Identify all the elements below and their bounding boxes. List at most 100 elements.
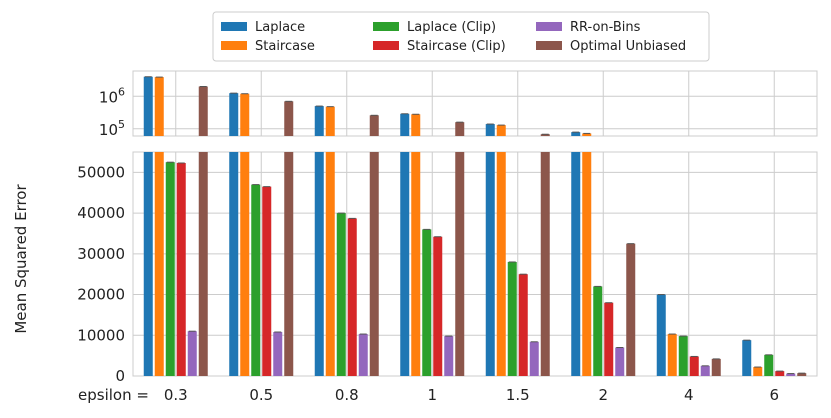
legend-swatch: [221, 41, 247, 50]
bar-upper-staircase: [154, 77, 164, 136]
bar-upper-staircase: [325, 106, 335, 136]
bar-lower-laplace: [143, 152, 153, 376]
bar-upper-optimal-unbiased: [198, 86, 208, 136]
bar-lower-laplace: [742, 340, 752, 376]
bar-upper-staircase: [496, 125, 506, 136]
bar-upper-staircase: [240, 93, 250, 136]
x-tick-label: 6: [769, 386, 779, 404]
bar-lower-optimal-unbiased: [284, 152, 294, 376]
bar-lower-staircase: [325, 152, 335, 376]
x-tick-label: 1.5: [506, 386, 530, 404]
y-tick-label: 10000: [77, 326, 125, 344]
bar-lower-rr-on-bins: [187, 331, 197, 376]
bar-lower-laplace: [400, 152, 410, 376]
bar-upper-laplace: [400, 113, 410, 136]
legend-frame: [212, 11, 710, 62]
x-tick-label: 0.3: [164, 386, 188, 404]
bar-lower-laplace: [229, 152, 239, 376]
legend-label: RR-on-Bins: [570, 20, 641, 35]
bar-lower-rr-on-bins: [273, 332, 283, 376]
legend-label: Staircase: [255, 39, 315, 54]
bar-lower-staircase: [154, 152, 164, 376]
bar-lower-laplace: [485, 152, 495, 376]
legend-label: Laplace: [255, 20, 305, 35]
upper-panel: 105 106: [99, 70, 818, 139]
bar-upper-laplace: [229, 93, 239, 136]
bar-lower-laplace-clip-: [251, 184, 261, 376]
bar-upper-staircase: [582, 133, 592, 136]
bar-lower-laplace-clip-: [593, 286, 603, 376]
bar-lower-laplace-clip-: [165, 162, 175, 376]
legend-swatch: [373, 22, 399, 31]
bar-upper-optimal-unbiased: [284, 101, 294, 136]
legend-label: Staircase (Clip): [407, 39, 506, 54]
bar-upper-laplace: [143, 76, 153, 136]
bar-upper-laplace: [314, 106, 324, 136]
bar-lower-laplace-clip-: [336, 213, 346, 376]
y-tick-label: 30000: [77, 245, 125, 263]
legend: Laplace Staircase Laplace (Clip) Staircase …: [212, 11, 710, 62]
bar-lower-rr-on-bins: [786, 373, 796, 376]
bar-lower-laplace: [571, 152, 581, 376]
bar-lower-staircase: [667, 334, 677, 376]
bar-lower-laplace-clip-: [507, 261, 517, 376]
legend-swatch: [221, 22, 247, 31]
bar-lower-staircase-clip-: [775, 371, 785, 376]
y-tick-label: 20000: [77, 286, 125, 304]
y-tick-label: 0: [115, 367, 125, 385]
bar-lower-rr-on-bins: [615, 347, 625, 376]
bar-upper-staircase: [411, 114, 421, 136]
bar-lower-staircase: [240, 152, 250, 376]
legend-label: Laplace (Clip): [407, 20, 496, 35]
bar-lower-staircase-clip-: [689, 356, 699, 376]
bar-lower-optimal-unbiased: [797, 373, 807, 376]
bar-lower-staircase: [753, 367, 763, 376]
x-axis-prefix: epsilon =: [78, 386, 149, 404]
bar-lower-staircase-clip-: [176, 162, 186, 376]
bar-lower-optimal-unbiased: [455, 152, 465, 376]
x-tick-label: 0.5: [249, 386, 273, 404]
bar-lower-optimal-unbiased: [198, 152, 208, 376]
bar-lower-rr-on-bins: [358, 334, 368, 376]
bar-lower-laplace-clip-: [678, 336, 688, 376]
x-tick-label: 1: [427, 386, 437, 404]
bar-upper-optimal-unbiased: [540, 134, 550, 136]
y-tick-label-log: 106: [99, 85, 125, 106]
bar-lower-staircase-clip-: [518, 274, 528, 376]
bar-lower-rr-on-bins: [529, 341, 539, 376]
bar-upper-laplace: [485, 124, 495, 136]
bar-lower-laplace: [314, 152, 324, 376]
bar-lower-staircase: [411, 152, 421, 376]
x-tick-label: 2: [598, 386, 608, 404]
bar-lower-laplace-clip-: [422, 229, 432, 376]
y-axis-label: Mean Squared Error: [12, 184, 30, 334]
bar-upper-optimal-unbiased: [369, 115, 379, 136]
bar-lower-staircase-clip-: [433, 236, 443, 376]
bar-lower-staircase: [496, 152, 506, 376]
bar-lower-rr-on-bins: [444, 336, 454, 376]
legend-swatch: [536, 41, 562, 50]
y-tick-label-log: 105: [99, 118, 125, 139]
bar-lower-laplace-clip-: [764, 354, 774, 376]
legend-label: Optimal Unbiased: [570, 39, 686, 54]
x-tick-label: 4: [684, 386, 694, 404]
bar-lower-optimal-unbiased: [540, 152, 550, 376]
bar-lower-staircase: [582, 152, 592, 376]
legend-swatch: [536, 22, 562, 31]
bar-lower-staircase-clip-: [262, 186, 272, 376]
bar-lower-optimal-unbiased: [711, 358, 721, 376]
bar-lower-optimal-unbiased: [626, 243, 636, 376]
bar-upper-optimal-unbiased: [455, 122, 465, 136]
legend-swatch: [373, 41, 399, 50]
bar-lower-staircase-clip-: [604, 302, 614, 376]
x-tick-label: 0.8: [335, 386, 359, 404]
bar-lower-staircase-clip-: [347, 218, 357, 376]
bar-lower-optimal-unbiased: [369, 152, 379, 376]
bar-lower-laplace: [656, 294, 666, 376]
bar-lower-rr-on-bins: [700, 365, 710, 376]
y-tick-label: 50000: [77, 163, 125, 181]
y-tick-label: 40000: [77, 204, 125, 222]
bar-upper-laplace: [571, 132, 581, 136]
lower-panel: 0 10000 20000 30000 40000 50000 0.3 0.5 0.8 1 1.5 2…: [77, 151, 818, 404]
